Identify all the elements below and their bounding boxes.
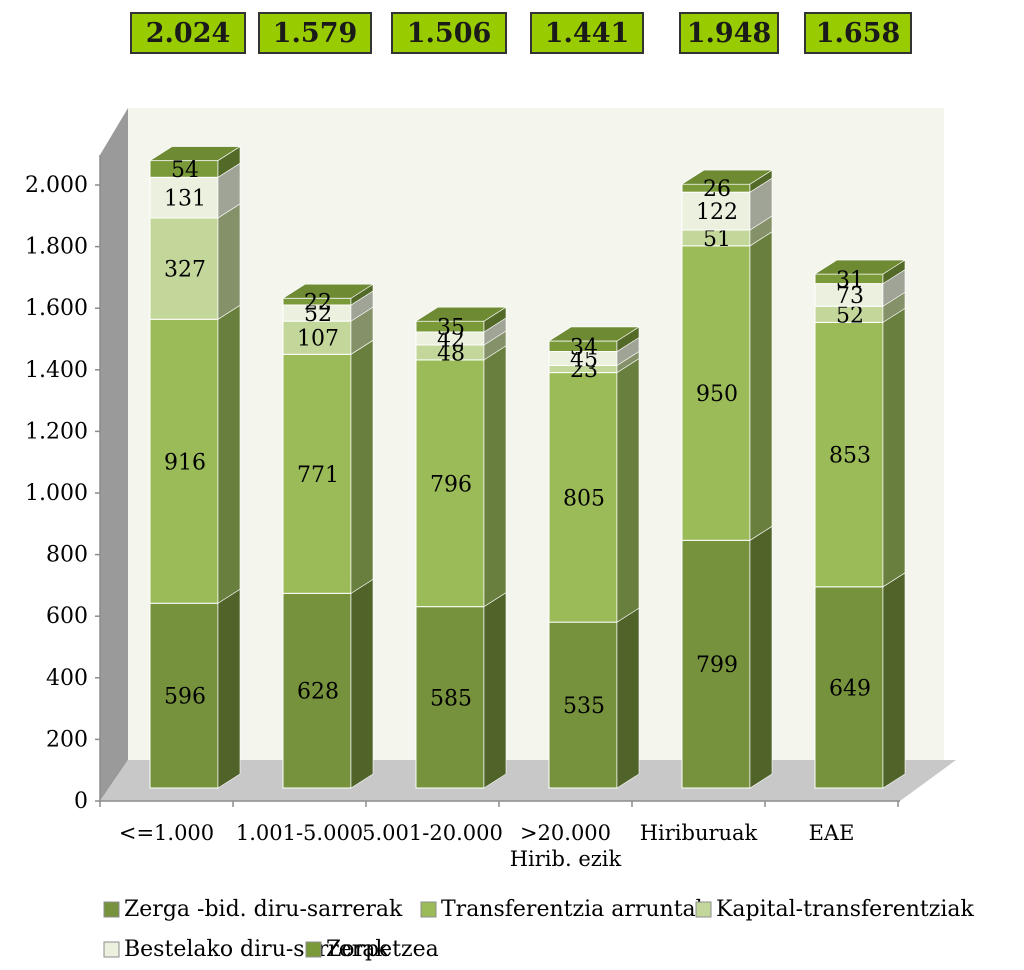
bar-segment — [415, 606, 485, 789]
x-tick-sublabel: Hirib. ezik — [510, 847, 622, 871]
y-tick-label: 1.800 — [25, 235, 88, 260]
bar-top — [414, 306, 508, 322]
bar-segment-side — [749, 231, 773, 541]
y-tick-label: 1.600 — [25, 296, 88, 321]
bar-segment — [282, 592, 352, 789]
legend-swatch — [103, 901, 120, 918]
data-label: 916 — [164, 450, 206, 475]
x-tick-label: EAE — [809, 821, 855, 845]
data-label: 51 — [703, 227, 731, 252]
data-label: 796 — [430, 472, 472, 497]
legend-swatch — [305, 941, 322, 958]
y-tick-label: 200 — [46, 727, 88, 752]
data-label: 54 — [171, 158, 199, 183]
bar-segment — [415, 359, 485, 608]
x-tick-label: 1.001-5.000 — [236, 821, 363, 845]
data-label: 535 — [563, 694, 605, 719]
bar-segment-side — [882, 307, 906, 588]
y-tick-label: 0 — [74, 789, 88, 814]
data-label: 585 — [430, 686, 472, 711]
bar-segment — [814, 586, 884, 789]
data-label: 34 — [570, 335, 598, 360]
x-tick-label: Hiriburuak — [640, 821, 758, 845]
bar-segment-side — [749, 525, 773, 789]
data-label: 31 — [836, 268, 864, 293]
total-box: 2.024 — [130, 12, 246, 54]
total-box: 1.948 — [679, 12, 779, 54]
bar-top — [813, 259, 907, 275]
bar-top — [680, 169, 774, 185]
bar-segment — [548, 621, 618, 789]
bar-top — [281, 283, 375, 299]
data-label: 649 — [829, 676, 871, 701]
bar-segment — [548, 372, 618, 623]
bar-segment — [149, 318, 219, 604]
legend-swatch — [103, 941, 120, 958]
bar-segment-side — [217, 203, 241, 320]
y-tick-label: 2.000 — [25, 173, 88, 198]
data-label: 73 — [836, 284, 864, 309]
data-label: 327 — [164, 258, 206, 283]
legend-label: Zerga -bid. diru-sarrerak — [124, 897, 403, 922]
total-box: 1.658 — [804, 12, 912, 54]
data-label: 131 — [164, 187, 206, 212]
bar-segment-side — [616, 358, 640, 623]
legend-swatch — [695, 901, 712, 918]
data-label: 122 — [696, 200, 738, 225]
bar-segment — [149, 217, 219, 320]
bar-segment-side — [882, 572, 906, 789]
bar-segment-side — [350, 578, 374, 789]
legend-label: Zorpetzea — [326, 937, 439, 962]
bar-segment-side — [616, 607, 640, 789]
legend-label: Bestelako diru-sarrerak — [124, 937, 389, 962]
x-tick-label: >20.000 — [520, 821, 611, 845]
bar-segment-side — [350, 339, 374, 594]
bar-segment — [681, 245, 751, 541]
bar-segment — [681, 191, 751, 231]
bar-top — [547, 326, 641, 342]
data-label: 107 — [297, 327, 339, 352]
legend-label: Kapital-transferentziak — [716, 897, 974, 922]
data-label: 596 — [164, 685, 206, 710]
data-label: 52 — [304, 302, 332, 327]
data-label: 799 — [696, 653, 738, 678]
x-tick-label: <=1.000 — [119, 821, 214, 845]
data-label: 22 — [304, 291, 332, 316]
y-tick-label: 1.200 — [25, 419, 88, 444]
data-label: 771 — [297, 463, 339, 488]
x-tick-label: 5.001-20.000 — [362, 821, 503, 845]
legend-label: Transferentzia arruntak — [441, 897, 710, 922]
data-label: 35 — [437, 316, 465, 341]
bar-segment-side — [483, 345, 507, 608]
data-label: 26 — [703, 177, 731, 202]
total-box: 1.579 — [258, 12, 372, 54]
bar-segment — [282, 320, 352, 355]
total-box: 1.441 — [530, 12, 644, 54]
legend-swatch — [420, 901, 437, 918]
y-tick-label: 1.000 — [25, 481, 88, 506]
data-label: 628 — [297, 680, 339, 705]
data-label: 805 — [563, 486, 605, 511]
side-wall — [100, 108, 128, 801]
bar-top — [148, 146, 242, 161]
bar-segment-side — [217, 304, 241, 604]
y-tick-label: 1.400 — [25, 358, 88, 383]
bar-segment-side — [483, 592, 507, 789]
data-label: 52 — [836, 303, 864, 328]
y-tick-label: 600 — [46, 604, 88, 629]
data-label: 950 — [696, 382, 738, 407]
y-tick-label: 800 — [46, 543, 88, 568]
bar-segment-side — [217, 588, 241, 789]
total-box: 1.506 — [391, 12, 507, 54]
data-label: 853 — [829, 444, 871, 469]
y-tick-label: 400 — [46, 666, 88, 691]
bar-segment — [681, 539, 751, 789]
data-label: 48 — [437, 341, 465, 366]
